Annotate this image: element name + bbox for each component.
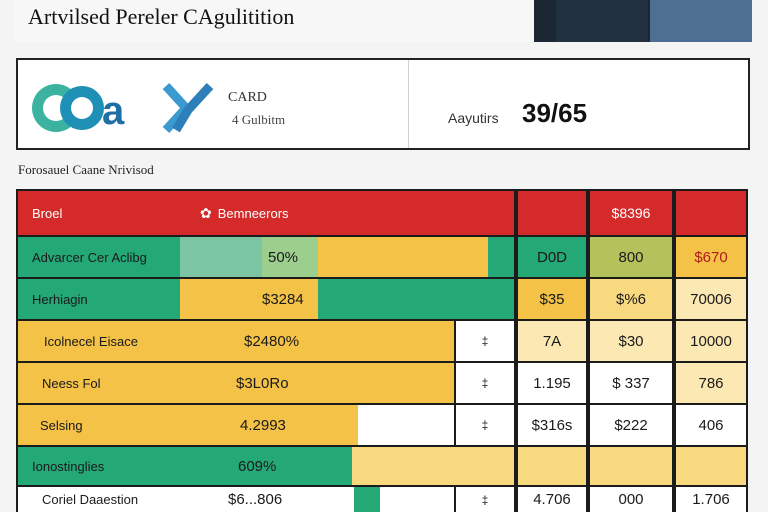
row-cell-c4: $35: [518, 279, 586, 319]
row-cell-c5: $30: [590, 321, 672, 361]
metric-value: 39/65: [522, 98, 588, 128]
table-header-col5[interactable]: $8396: [590, 191, 672, 235]
row-bar-value: 50%: [268, 248, 299, 266]
row-cell-c5: $ 337: [590, 363, 672, 403]
header-dark-block: [556, 0, 648, 42]
row-label-cell: Selsing 4.2993: [18, 405, 358, 445]
x-logo-icon: [162, 82, 214, 134]
company-logo: a: [32, 84, 125, 133]
row-cell-c3: ‡: [456, 363, 514, 403]
row-label-cell: Advarcer Cer Aclibg: [18, 237, 180, 277]
row-bar-remainder: [380, 487, 454, 512]
row-cell-c5: 000: [590, 487, 672, 512]
table-row[interactable]: Coriel Daaestion $6...806 ‡ 4.706 000 1.…: [16, 487, 748, 512]
card-divider: [408, 60, 409, 148]
table-header-col4[interactable]: [518, 191, 586, 235]
row-cell-c6: 10000: [676, 321, 746, 361]
row-cell-c4: D0D: [518, 237, 586, 277]
table-row[interactable]: Icolnecel Eisace $2480% ‡ 7A $30 10000: [16, 321, 748, 361]
data-table: Broel ✿ Bemneerors $8396 Advarcer Cer Ac…: [16, 189, 748, 512]
row-bar-value: $3284: [262, 290, 304, 308]
row-cell-c5: $222: [590, 405, 672, 445]
table-header-col6[interactable]: [676, 191, 746, 235]
row-bar-remainder: [358, 405, 454, 445]
row-bar-value: 4.2993: [240, 416, 286, 434]
page-title: Artvilsed Pereler CAgulitition: [28, 4, 295, 29]
row-bar-value: 609%: [238, 457, 277, 475]
gear-icon: ✿: [200, 204, 212, 221]
table-header-mid-label: Bemneerors: [217, 205, 289, 221]
metric-label: Aayutirs: [448, 110, 499, 126]
header-blue-block: [650, 0, 752, 42]
row-cell-c3: ‡: [456, 487, 514, 512]
row-cell-c6: 786: [676, 363, 746, 403]
table-row[interactable]: Advarcer Cer Aclibg 50% D0D 800 $670: [16, 237, 748, 277]
table-header-row: Broel ✿ Bemneerors $8396: [16, 191, 748, 235]
table-header-left-label: Broel: [32, 205, 63, 221]
row-label-cell: Ionostinglies 609%: [18, 447, 352, 485]
row-bar-value: $3L0Ro: [236, 374, 289, 392]
table-row[interactable]: Selsing 4.2993 ‡ $316s $222 406: [16, 405, 748, 445]
header-divider: [534, 0, 554, 42]
row-cell-c4: 4.706: [518, 487, 586, 512]
row-bar-cell: 50%: [180, 237, 514, 277]
table-row[interactable]: Herhiagin $3284 $35 $%6 70006: [16, 279, 748, 319]
row-bar-fill: [354, 487, 380, 512]
row-label-cell: Coriel Daaestion $6...806: [18, 487, 354, 512]
row-cell-c6: 1.706: [676, 487, 746, 512]
row-bar-value: $2480%: [244, 332, 300, 350]
row-cell-c4: $316s: [518, 405, 586, 445]
card-sublabel: 4 Gulbitm: [232, 112, 286, 127]
row-cell-c4: 1.195: [518, 363, 586, 403]
row-bar-remainder: [352, 447, 514, 485]
row-cell-c3: ‡: [456, 405, 514, 445]
row-cell-c5: $%6: [590, 279, 672, 319]
row-cell-c4: 7A: [518, 321, 586, 361]
summary-card: a CARD 4 Gulbitm Aayutirs 39/65: [16, 58, 750, 150]
table-row[interactable]: Ionostinglies 609%: [16, 447, 748, 485]
row-cell-c6: $670: [676, 237, 746, 277]
card-label: CARD: [228, 90, 267, 105]
section-title: Forosauel Caane Nrivisod: [18, 162, 154, 177]
row-cell-c3: ‡: [456, 321, 514, 361]
table-row[interactable]: Neess Fol $3L0Ro ‡ 1.195 $ 337 786: [16, 363, 748, 403]
row-label-cell: Neess Fol $3L0Ro: [18, 363, 454, 403]
row-bar-value: $6...806: [228, 491, 283, 508]
row-cell-c4: [518, 447, 586, 485]
table-header-col5-label: $8396: [611, 205, 651, 221]
row-cell-c6: 70006: [676, 279, 746, 319]
row-bar-cell: $3284: [180, 279, 514, 319]
row-cell-c5: [590, 447, 672, 485]
row-label-cell: Herhiagin: [18, 279, 180, 319]
header-title-area: [14, 0, 548, 42]
svg-text:a: a: [102, 89, 125, 133]
row-cell-c5: 800: [590, 237, 672, 277]
row-cell-c6: [676, 447, 746, 485]
row-label-cell: Icolnecel Eisace $2480%: [18, 321, 454, 361]
table-header-main[interactable]: Broel ✿ Bemneerors: [18, 191, 514, 235]
row-cell-c6: 406: [676, 405, 746, 445]
